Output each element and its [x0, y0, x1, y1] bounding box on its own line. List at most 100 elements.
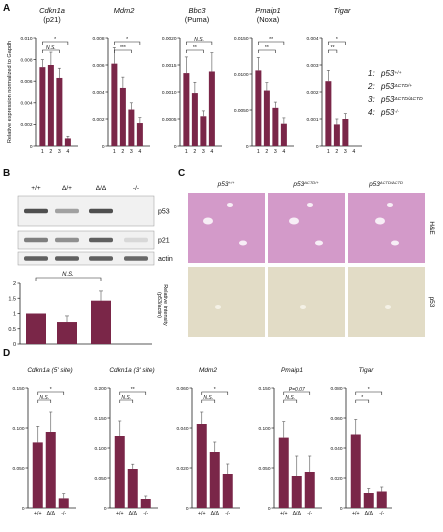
significance-label: **: [131, 387, 135, 393]
x-tick-label: Δ/Δ: [211, 511, 220, 517]
bar: [325, 81, 332, 146]
chart-a-2: Mdm2 0.008 0.006 0.004 0.002 0 1 2 3 4 ****: [92, 6, 150, 155]
legend-genotype: p53-/-: [380, 108, 399, 117]
x-tick-label: 3: [58, 149, 61, 155]
x-tick-label: 4: [138, 149, 141, 155]
y-tick-label: 0: [316, 144, 319, 150]
y-tick-label: 0.020: [176, 466, 188, 472]
y-tick-label: 0.150: [12, 386, 24, 392]
x-tick-label: -/-: [61, 511, 66, 517]
y-tick-label: 0.001: [306, 117, 318, 123]
significance-bracket: [355, 391, 383, 395]
chart-d-5: Tigar 0.080 0.060 0.040 0.020 0 +/+ Δ/Δ -/- * *: [330, 367, 392, 517]
vessel: [315, 240, 323, 246]
significance-label: *: [126, 37, 128, 43]
bar: [57, 322, 77, 344]
y-tick-label: 0: [268, 506, 271, 512]
x-tick-label: 3: [274, 149, 277, 155]
y-tick-label: 0.004: [306, 36, 318, 42]
y-tick-label: 0.150: [94, 416, 106, 422]
chart-title: Cdkn1a (5' site): [27, 367, 72, 374]
y-tick-label: 0.0020: [162, 36, 177, 42]
y-tick-label: 0: [13, 342, 16, 348]
blot-band: [24, 256, 48, 261]
y-tick-label: 1.5: [8, 296, 16, 302]
significance-label: **: [331, 45, 335, 51]
significance-bracket: [35, 277, 102, 281]
significance-bracket: [201, 391, 229, 395]
y-tick-label: 0.040: [330, 446, 342, 452]
y-tick-label: 0.080: [330, 386, 342, 392]
column-genotype: p53+/+: [217, 180, 235, 189]
p53-stain-image: [348, 267, 425, 337]
significance-bracket: [186, 49, 204, 53]
he-stain-image: [188, 193, 265, 263]
significance-bracket: [201, 399, 216, 403]
y-tick-label: 0.003: [306, 63, 318, 69]
blot-band: [124, 256, 148, 261]
vessel: [239, 240, 247, 246]
significance-label: *: [336, 37, 338, 43]
y-axis-label: (p53/actin): [156, 292, 162, 318]
blot-band: [89, 237, 113, 243]
significance-bracket: [37, 391, 65, 395]
bar: [128, 109, 135, 146]
x-tick-label: -/-: [379, 511, 384, 517]
significance-label: **: [265, 45, 269, 51]
x-tick-label: +/+: [34, 511, 42, 517]
panel-c: p53+/+ p53ΔCTD/+ p53ΔCTD/ΔCTD H&E p53: [188, 180, 435, 337]
x-tick-label: -/-: [143, 511, 148, 517]
y-tick-label: 0: [340, 506, 343, 512]
x-tick-label: 2: [265, 149, 268, 155]
bar: [209, 452, 220, 508]
significance-bracket: [283, 391, 311, 395]
significance-label: N.S.: [203, 395, 213, 401]
chart-d-1: Cdkn1a (5' site) 0.150 0.100 0.050 0 +/+ Δ/Δ -/…: [12, 367, 76, 517]
y-tick-label: 0.010: [20, 36, 32, 42]
blot-band: [89, 208, 113, 214]
bar: [39, 67, 46, 146]
legend-number: 3:: [368, 95, 375, 104]
chart-title: Mdm2: [199, 367, 217, 374]
chart-title: Tigar: [359, 367, 375, 374]
bar: [350, 434, 361, 508]
bar: [333, 124, 340, 146]
bar: [208, 71, 215, 146]
y-tick-label: 0.0100: [234, 72, 249, 78]
x-tick-label: 1: [257, 149, 260, 155]
bar: [222, 474, 233, 508]
y-tick-label: 0.0050: [234, 108, 249, 114]
chart-a-1: Cdkn1a(p21) 0.010 0.008 0.006 0.004 0.002 0 1 2 3…: [20, 6, 78, 155]
blot-band: [55, 237, 79, 243]
x-tick-label: +/+: [352, 511, 360, 517]
y-axis-label: Relative expression normalized to Gapdh: [7, 41, 13, 143]
bar: [140, 499, 151, 508]
y-tick-label: 0.040: [176, 426, 188, 432]
lane-genotype: Δ/+: [62, 185, 72, 192]
panel-label-C: C: [178, 168, 185, 179]
y-tick-label: 0: [22, 506, 25, 512]
bar: [47, 65, 54, 146]
x-tick-label: 2: [49, 149, 52, 155]
y-axis-label: Relative intensity: [162, 284, 168, 326]
y-tick-label: 0.050: [258, 466, 270, 472]
chart-title: Cdkn1a: [39, 6, 65, 15]
x-tick-label: 4: [282, 149, 285, 155]
y-tick-label: 0.020: [330, 476, 342, 482]
y-tick-label: 0: [246, 144, 249, 150]
column-genotype: p53ΔCTD/+: [292, 180, 319, 189]
significance-bracket: [37, 399, 52, 403]
column-genotype: p53ΔCTD/ΔCTD: [368, 180, 403, 189]
y-tick-label: 0.004: [92, 90, 104, 96]
significance-bracket: [119, 399, 134, 403]
x-tick-label: -/-: [225, 511, 230, 517]
y-tick-label: 0: [186, 506, 189, 512]
vessel: [300, 305, 306, 309]
y-tick-label: 0.002: [20, 122, 32, 128]
vessel: [387, 203, 393, 207]
significance-label: N.S.: [121, 395, 131, 401]
significance-label: N.S.: [194, 37, 204, 43]
y-tick-label: 0.0015: [162, 63, 177, 69]
vessel: [391, 240, 399, 246]
